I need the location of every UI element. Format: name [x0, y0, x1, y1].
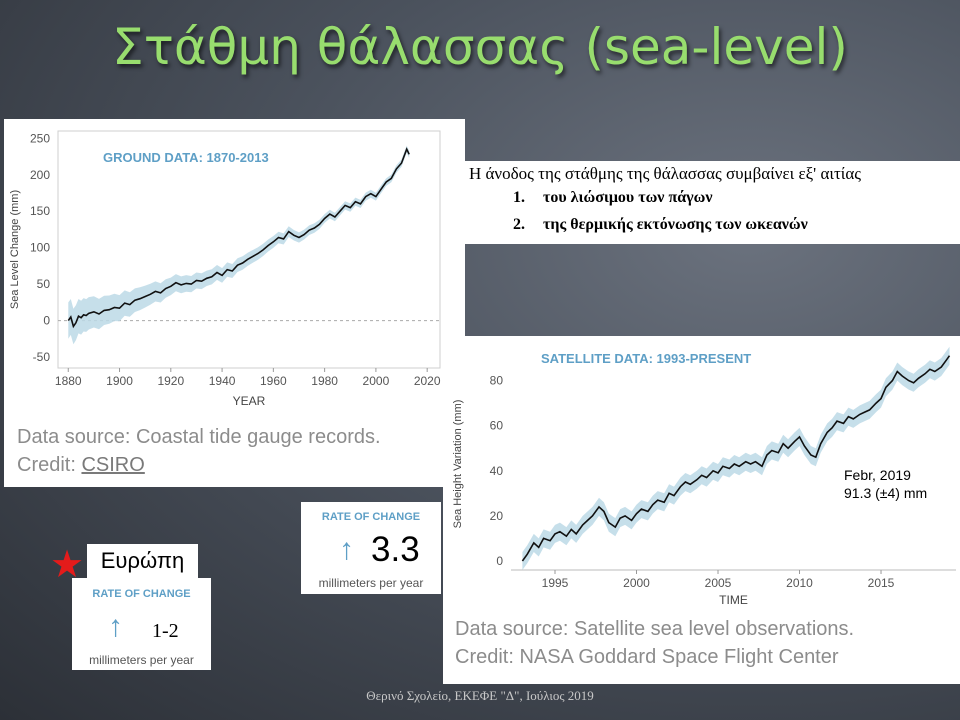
x-tick-label: 1980	[311, 374, 338, 388]
y-tick-label: 50	[37, 277, 51, 291]
y-tick-label: 250	[30, 131, 50, 145]
rate-label: RATE OF CHANGE	[321, 511, 421, 523]
y-tick-label: 0	[43, 314, 50, 328]
satellite-data-chart: 1995 2000 2005 2010 2015 0 20 40 60 80 SATELLITE D…	[452, 346, 956, 607]
ground-data-panel: 1880 1900 1920 1940 1960 1980 2000 2020 -50 0 50 10…	[4, 119, 465, 487]
y-tick-label: 60	[490, 419, 504, 433]
plot-frame	[57, 130, 441, 369]
feb-2019-annotation: Febr, 2019 91.3 (±4) mm	[844, 466, 927, 502]
uncertainty-band	[522, 346, 950, 570]
rate-label: RATE OF CHANGE	[92, 588, 191, 600]
europe-rate-value: 1-2	[152, 620, 179, 642]
annotation-value: 91.3 (±4) mm	[844, 485, 928, 501]
chart-title: GROUND DATA: 1870-2013	[103, 150, 269, 165]
sea-level-series-line	[67, 147, 410, 329]
rate-unit: millimeters per year	[318, 576, 424, 590]
x-tick-label: 1995	[542, 576, 569, 590]
x-tick-label: 1920	[157, 374, 184, 388]
global-rate-value: 3.3	[371, 530, 420, 569]
x-axis-label: YEAR	[233, 394, 266, 408]
x-tick-label: 2000	[623, 576, 650, 590]
ground-data-source: Data source: Coastal tide gauge records.	[17, 426, 381, 448]
up-arrow-icon: ↑	[339, 533, 354, 566]
slide-title: Στάθμη θάλασσας (sea-level)	[112, 18, 848, 76]
x-axis-label: TIME	[719, 593, 748, 607]
sea-level-series-line	[521, 355, 951, 562]
y-axis-label: Sea Height Variation (mm)	[452, 400, 464, 529]
europe-label: Ευρώπη	[87, 544, 198, 578]
y-tick-label: 0	[496, 554, 503, 568]
cause-item: 2. της θερμικής εκτόνωσης των ωκεανών	[513, 216, 808, 234]
global-rate-box: RATE OF CHANGE ↑ 3.3 millimeters per yea…	[301, 502, 441, 594]
ground-credit-prefix: Credit:	[17, 454, 82, 476]
x-tick-label: 2010	[786, 576, 813, 590]
x-tick-label: 2000	[363, 374, 390, 388]
cause-number: 2.	[513, 216, 525, 233]
x-tick-label: 1900	[106, 374, 133, 388]
cause-item: 1. του λιώσιμου των πάγων	[513, 189, 712, 207]
satellite-data-credit: Credit: NASA Goddard Space Flight Center	[455, 646, 839, 668]
causes-box: Η άνοδος της στάθμης της θάλασσας συμβαί…	[465, 161, 960, 244]
y-tick-label: -50	[33, 350, 51, 364]
satellite-data-source: Data source: Satellite sea level observa…	[455, 618, 855, 640]
cause-text: του λιώσιμου των πάγων	[543, 189, 713, 206]
ground-data-credit: Credit: CSIRO	[17, 452, 145, 479]
y-tick-label: 150	[30, 204, 50, 218]
annotation-date: Febr, 2019	[844, 467, 911, 483]
x-tick-label: 2015	[868, 576, 895, 590]
x-tick-label: 1880	[55, 374, 82, 388]
footer: Θερινό Σχολείο, ΕΚΕΦΕ "Δ", Ιούλιος 2019	[366, 688, 594, 703]
ground-data-chart: 1880 1900 1920 1940 1960 1980 2000 2020 -50 0 50 10…	[9, 130, 441, 408]
y-tick-label: 20	[490, 509, 504, 523]
causes-intro: Η άνοδος της στάθμης της θάλασσας συμβαί…	[469, 164, 861, 183]
uncertainty-band	[68, 145, 410, 345]
up-arrow-icon: ↑	[108, 610, 123, 643]
chart-title: SATELLITE DATA: 1993-PRESENT	[541, 351, 751, 366]
y-tick-label: 80	[490, 374, 504, 388]
y-tick-label: 40	[490, 464, 504, 478]
europe-rate-box: RATE OF CHANGE ↑ 1-2 millimeters per yea…	[72, 578, 211, 670]
x-tick-label: 1940	[209, 374, 236, 388]
rate-unit: millimeters per year	[89, 653, 194, 667]
y-tick-label: 200	[30, 168, 50, 182]
y-axis-label: Sea Level Change (mm)	[9, 190, 21, 309]
cause-text: της θερμικής εκτόνωσης των ωκεανών	[543, 216, 808, 233]
x-tick-label: 2005	[705, 576, 732, 590]
cause-number: 1.	[513, 189, 525, 206]
satellite-data-panel: 1995 2000 2005 2010 2015 0 20 40 60 80 SATELLITE D…	[443, 336, 960, 684]
y-tick-label: 100	[30, 241, 50, 255]
x-tick-label: 2020	[414, 374, 441, 388]
csiro-credit-link[interactable]: CSIRO	[81, 454, 145, 476]
x-tick-label: 1960	[260, 374, 287, 388]
